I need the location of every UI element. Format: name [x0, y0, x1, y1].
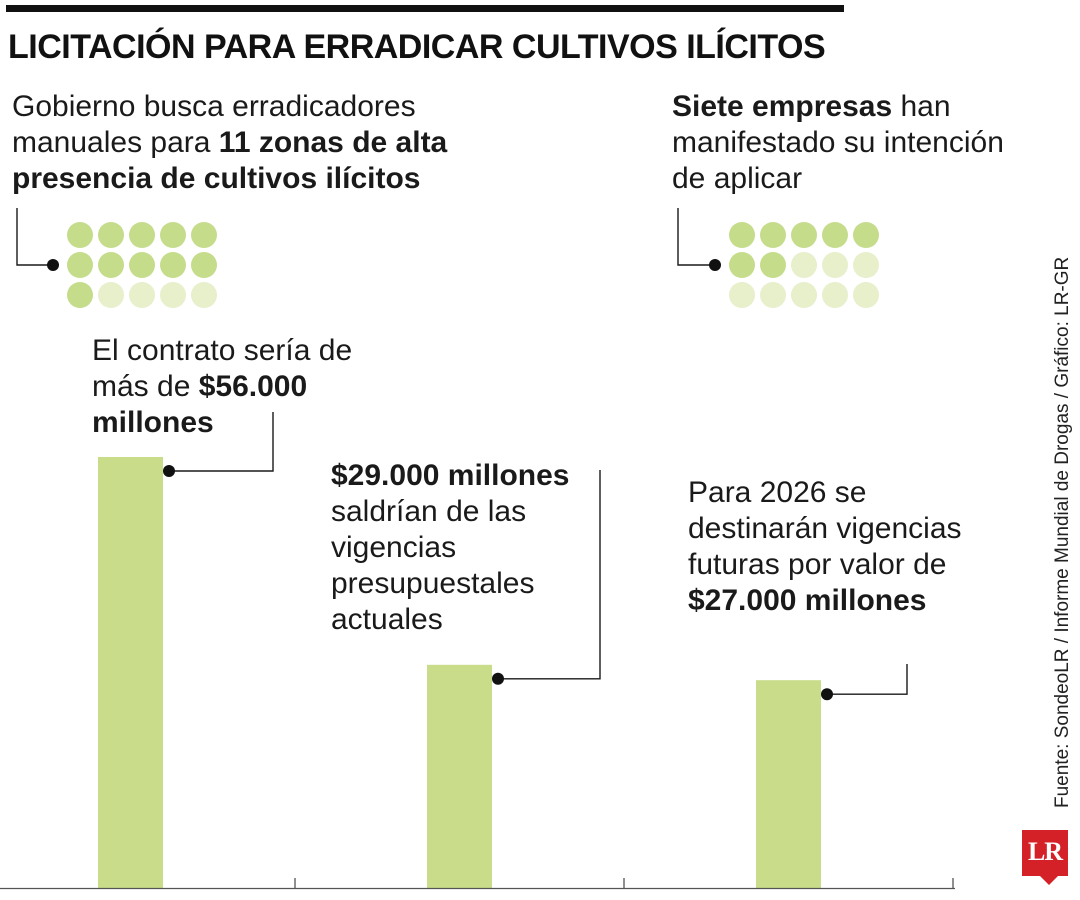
zonas-note-text: Gobierno busca erradicadores manuales pa…: [12, 90, 416, 159]
zonas-leader-dot: [47, 259, 59, 271]
bar-2: [427, 664, 492, 888]
bar-1: [98, 457, 163, 888]
current-budget-annotation-value: $29.000 millones: [331, 459, 570, 492]
zonas-dot-14: [160, 282, 186, 308]
empresas-note-text: han manifestado su intención de aplicar: [672, 90, 1004, 195]
contract-annotation-value: $56.000 millones: [92, 370, 308, 439]
zonas-dot-10: [191, 252, 217, 278]
empresas-dot-14: [822, 282, 848, 308]
source-credit: Fuente: SondeoLR / Informe Mundial de Dr…: [1052, 256, 1073, 808]
zonas-dot-5: [191, 222, 217, 248]
future-budget-annotation-text: Para 2026 se destinarán vigencias futura…: [688, 476, 962, 581]
leader-dot-3: [821, 688, 833, 701]
zonas-dot-2: [98, 222, 124, 248]
leader-line-3: [827, 664, 908, 695]
current-budget-annotation: $29.000 millones saldrían de las vigenci…: [331, 458, 621, 638]
zonas-note-highlight: 11 zonas de alta presencia de cultivos i…: [12, 126, 448, 195]
empresas-dot-13: [791, 282, 817, 308]
empresas-dot-3: [791, 222, 817, 248]
empresas-dot-15: [853, 282, 879, 308]
lr-logo: LR: [1022, 830, 1068, 885]
leader-line-1: [169, 412, 274, 472]
zonas-dot-matrix: [16, 208, 217, 308]
zonas-dot-1: [67, 222, 93, 248]
bars-group: [98, 457, 821, 888]
future-budget-annotation-value: $27.000 millones: [688, 584, 927, 617]
empresas-dot-4: [822, 222, 848, 248]
zonas-dot-8: [129, 252, 155, 278]
empresas-dot-7: [760, 252, 786, 278]
zonas-leader-line: [16, 208, 53, 266]
empresas-dot-6: [729, 252, 755, 278]
empresas-leader-dot: [709, 259, 721, 271]
zonas-dot-13: [129, 282, 155, 308]
leader-line-2: [498, 470, 601, 680]
current-budget-annotation-text: saldrían de las vigencias presupuestales…: [331, 495, 535, 636]
empresas-dot-5: [853, 222, 879, 248]
baseline-axis: [0, 878, 955, 890]
empresas-note-highlight: Siete empresas: [672, 90, 893, 123]
empresas-dot-11: [729, 282, 755, 308]
zonas-dot-7: [98, 252, 124, 278]
top-rule: [6, 5, 844, 12]
bar-3: [756, 680, 821, 888]
zonas-dot-4: [160, 222, 186, 248]
zonas-dot-15: [191, 282, 217, 308]
empresas-dot-matrix: [677, 208, 879, 308]
empresas-dot-1: [729, 222, 755, 248]
empresas-dot-10: [853, 252, 879, 278]
contract-annotation-text: El contrato sería de más de: [92, 334, 353, 403]
empresas-dot-9: [822, 252, 848, 278]
empresas-leader-line: [677, 208, 715, 266]
empresas-dot-12: [760, 282, 786, 308]
zonas-note: Gobierno busca erradicadores manuales pa…: [12, 89, 512, 197]
contract-annotation: El contrato sería de más de $56.000 mill…: [92, 333, 392, 441]
zonas-dot-6: [67, 252, 93, 278]
zonas-dot-9: [160, 252, 186, 278]
zonas-dot-3: [129, 222, 155, 248]
leader-dot-1: [163, 465, 175, 477]
zonas-dot-12: [98, 282, 124, 308]
future-budget-annotation: Para 2026 se destinarán vigencias futura…: [688, 475, 988, 619]
zonas-dot-11: [67, 282, 93, 308]
leader-dot-2: [492, 672, 504, 685]
empresas-note: Siete empresas han manifestado su intenc…: [672, 89, 1012, 197]
leader-lines-group: [163, 412, 908, 701]
empresas-dot-8: [791, 252, 817, 278]
chart-title: LICITACIÓN PARA ERRADICAR CULTIVOS ILÍCI…: [8, 28, 826, 66]
empresas-dot-2: [760, 222, 786, 248]
